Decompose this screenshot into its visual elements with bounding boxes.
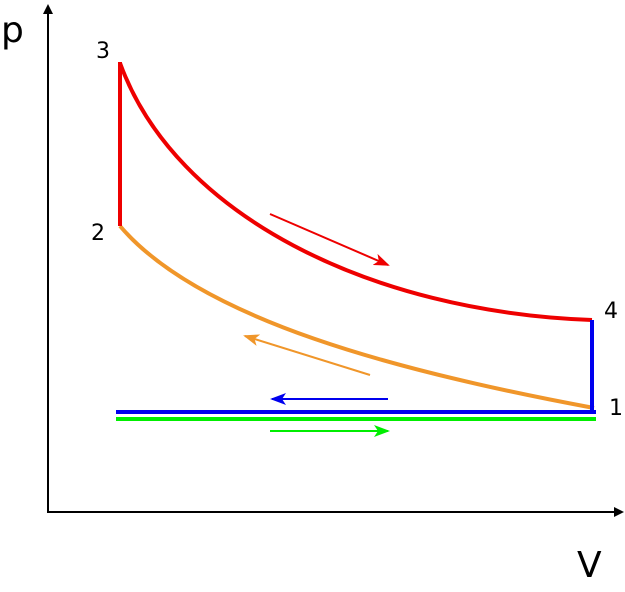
point-label: 4 [604, 299, 618, 324]
y-axis-label: p [1, 10, 24, 51]
expansion-arrow [269, 213, 390, 266]
point-label: 3 [96, 39, 110, 64]
compression-curve [118, 224, 595, 410]
expansion-curve [118, 62, 593, 322]
point-label: 2 [91, 221, 105, 246]
compression-arrow [243, 334, 371, 376]
point-label: 1 [609, 396, 623, 421]
x-axis-label: V [577, 545, 602, 586]
